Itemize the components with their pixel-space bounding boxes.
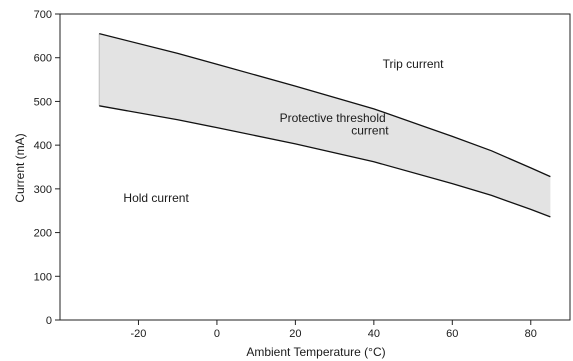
y-tick-label: 300 (34, 184, 52, 196)
y-tick-label: 600 (34, 53, 52, 65)
y-tick-label: 200 (34, 228, 52, 240)
y-axis-title: Current (mA) (13, 133, 27, 202)
x-axis-title: Ambient Temperature (°C) (246, 345, 385, 359)
y-tick-label: 100 (34, 271, 52, 283)
x-tick-label: 20 (289, 328, 301, 340)
x-tick-label: -20 (131, 328, 147, 340)
x-tick-label: 40 (368, 328, 380, 340)
annotation-trip: Trip current (383, 57, 445, 71)
x-tick-label: 80 (525, 328, 537, 340)
y-tick-label: 0 (46, 315, 52, 327)
y-tick-label: 700 (34, 9, 52, 21)
x-tick-label: 60 (446, 328, 458, 340)
annotation-threshold-2: current (351, 124, 389, 138)
x-tick-label: 0 (214, 328, 220, 340)
threshold-band (99, 34, 550, 217)
y-tick-label: 500 (34, 96, 52, 108)
y-tick-label: 400 (34, 140, 52, 152)
annotation-hold: Hold current (123, 191, 189, 205)
